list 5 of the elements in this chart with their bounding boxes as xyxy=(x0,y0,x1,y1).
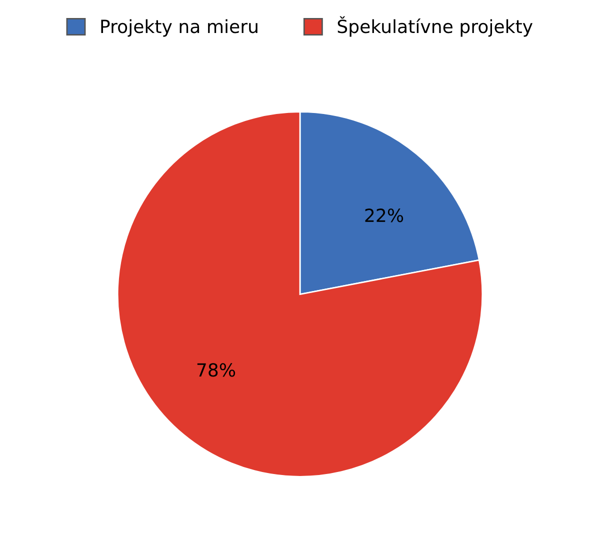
data-label: 22% xyxy=(365,208,404,222)
pie-slice xyxy=(116,111,484,478)
legend-label: Špekulatívne projekty xyxy=(338,16,532,37)
legend-label: Projekty na mieru xyxy=(101,19,258,37)
data-label: 78% xyxy=(197,363,236,377)
